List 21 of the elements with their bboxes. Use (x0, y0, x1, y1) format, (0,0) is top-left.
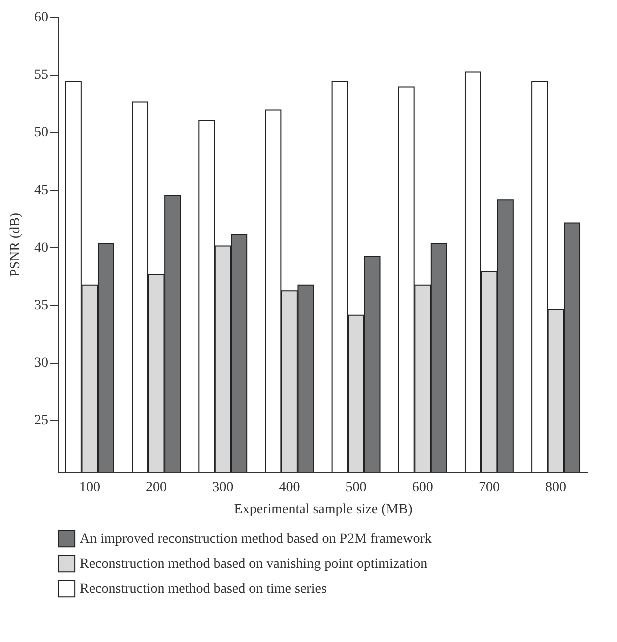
y-tick-label: 50 (34, 126, 48, 141)
y-tick-label: 35 (34, 298, 48, 314)
x-tick-label: 400 (279, 480, 300, 496)
y-tick-label: 45 (34, 183, 48, 198)
y-tick-label: 55 (34, 68, 48, 84)
x-tick-label: 500 (346, 480, 367, 496)
x-tick-label: 800 (546, 480, 567, 496)
y-tick-label: 30 (34, 356, 48, 372)
legend-label: An improved reconstruction method based on P2M framework (80, 532, 432, 547)
y-tick-label: 25 (34, 414, 48, 429)
y-tick-label: 40 (34, 240, 48, 256)
x-tick-label: 100 (79, 480, 100, 496)
legend-label: Reconstruction method based on time series (80, 582, 327, 597)
x-tick-label: 700 (478, 480, 500, 496)
legend-label: Reconstruction method based on vanishing point optimization (80, 557, 428, 572)
y-tick-label: 60 (34, 10, 48, 26)
x-tick-label: 200 (146, 480, 168, 496)
x-tick-label: 600 (412, 480, 434, 496)
x-axis-title: Experimental sample size (MB) (234, 502, 414, 518)
y-axis-title: PSNR (dB) (8, 212, 24, 278)
x-tick-label: 300 (212, 480, 234, 496)
